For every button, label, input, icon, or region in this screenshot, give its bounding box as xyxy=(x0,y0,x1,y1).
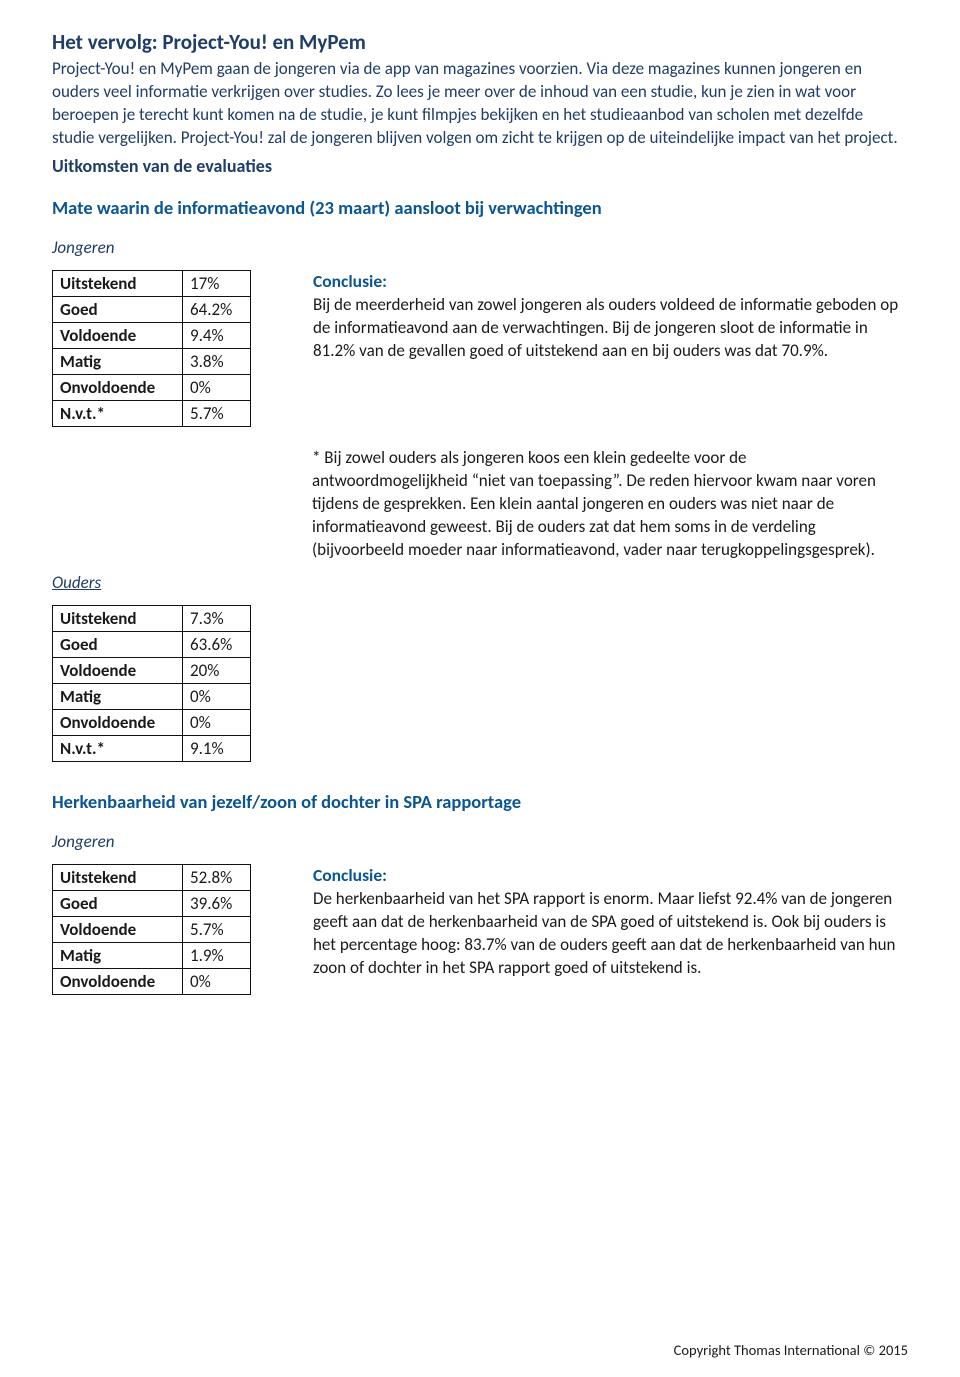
table-row: Uitstekend 7.3% xyxy=(53,606,251,632)
table-row: N.v.t.* 9.1% xyxy=(53,736,251,762)
conclusion2-body: De herkenbaarheid van het SPA rapport is… xyxy=(313,888,895,978)
rating-label: N.v.t.* xyxy=(53,736,183,762)
rating-value: 63.6% xyxy=(183,632,251,658)
rating-value: 64.2% xyxy=(183,297,251,323)
outcomes-subhead: Uitkomsten van de evaluaties xyxy=(52,154,908,178)
table-row: Matig 3.8% xyxy=(53,349,251,375)
table-jongeren-2: Uitstekend 52.8% Goed 39.6% Voldoende 5.… xyxy=(52,864,251,995)
table-row: Matig 0% xyxy=(53,684,251,710)
rating-label: Voldoende xyxy=(53,658,183,684)
table-row: Onvoldoende 0% xyxy=(53,710,251,736)
intro-paragraph: Project-You! en MyPem gaan de jongeren v… xyxy=(52,58,908,150)
rating-value: 7.3% xyxy=(183,606,251,632)
rating-label: Matig xyxy=(53,349,183,375)
rating-label: Uitstekend xyxy=(53,865,183,891)
footnote-1: * Bij zowel ouders als jongeren koos een… xyxy=(312,447,902,562)
rating-value: 52.8% xyxy=(183,865,251,891)
table-row: N.v.t.* 5.7% xyxy=(53,401,251,427)
table-row: Voldoende 20% xyxy=(53,658,251,684)
copyright-footer: Copyright Thomas International © 2015 xyxy=(674,1341,908,1359)
table-jongeren-1: Uitstekend 17% Goed 64.2% Voldoende 9.4%… xyxy=(52,270,251,427)
rating-value: 17% xyxy=(183,271,251,297)
rating-label: N.v.t.* xyxy=(53,401,183,427)
table-row: Voldoende 9.4% xyxy=(53,323,251,349)
table-row: Voldoende 5.7% xyxy=(53,917,251,943)
rating-label: Goed xyxy=(53,297,183,323)
table-row: Onvoldoende 0% xyxy=(53,969,251,995)
rating-value: 3.8% xyxy=(183,349,251,375)
table-ouders-1: Uitstekend 7.3% Goed 63.6% Voldoende 20%… xyxy=(52,605,251,762)
rating-label: Matig xyxy=(53,943,183,969)
conclusion2-block: Conclusie: De herkenbaarheid van het SPA… xyxy=(313,864,908,980)
table-row: Matig 1.9% xyxy=(53,943,251,969)
rating-value: 9.4% xyxy=(183,323,251,349)
rating-label: Voldoende xyxy=(53,917,183,943)
conclusion2-title: Conclusie: xyxy=(313,864,387,886)
rating-value: 0% xyxy=(183,969,251,995)
rating-label: Onvoldoende xyxy=(53,375,183,401)
page-title: Het vervolg: Project-You! en MyPem xyxy=(52,28,908,56)
conclusion1-title: Conclusie: xyxy=(313,270,387,292)
table-row: Goed 39.6% xyxy=(53,891,251,917)
rating-value: 0% xyxy=(183,375,251,401)
conclusion1-body: Bij de meerderheid van zowel jongeren al… xyxy=(313,294,898,361)
jongeren-label-2: Jongeren xyxy=(52,831,908,852)
table-row: Onvoldoende 0% xyxy=(53,375,251,401)
table-row: Goed 64.2% xyxy=(53,297,251,323)
rating-label: Uitstekend xyxy=(53,606,183,632)
table-row: Uitstekend 52.8% xyxy=(53,865,251,891)
rating-label: Matig xyxy=(53,684,183,710)
rating-value: 39.6% xyxy=(183,891,251,917)
rating-value: 5.7% xyxy=(183,917,251,943)
table-row: Uitstekend 17% xyxy=(53,271,251,297)
conclusion1-block: Conclusie: Bij de meerderheid van zowel … xyxy=(313,270,908,363)
rating-label: Uitstekend xyxy=(53,271,183,297)
ouders-label-1: Ouders xyxy=(52,572,908,593)
jongeren-label-1: Jongeren xyxy=(52,237,908,258)
rating-label: Onvoldoende xyxy=(53,710,183,736)
rating-value: 5.7% xyxy=(183,401,251,427)
rating-value: 0% xyxy=(183,710,251,736)
section2-heading: Herkenbaarheid van jezelf/zoon of dochte… xyxy=(52,790,908,815)
section1-heading: Mate waarin de informatieavond (23 maart… xyxy=(52,196,908,221)
rating-label: Goed xyxy=(53,891,183,917)
rating-value: 9.1% xyxy=(183,736,251,762)
table-row: Goed 63.6% xyxy=(53,632,251,658)
rating-label: Goed xyxy=(53,632,183,658)
rating-value: 1.9% xyxy=(183,943,251,969)
rating-value: 20% xyxy=(183,658,251,684)
rating-value: 0% xyxy=(183,684,251,710)
rating-label: Onvoldoende xyxy=(53,969,183,995)
rating-label: Voldoende xyxy=(53,323,183,349)
